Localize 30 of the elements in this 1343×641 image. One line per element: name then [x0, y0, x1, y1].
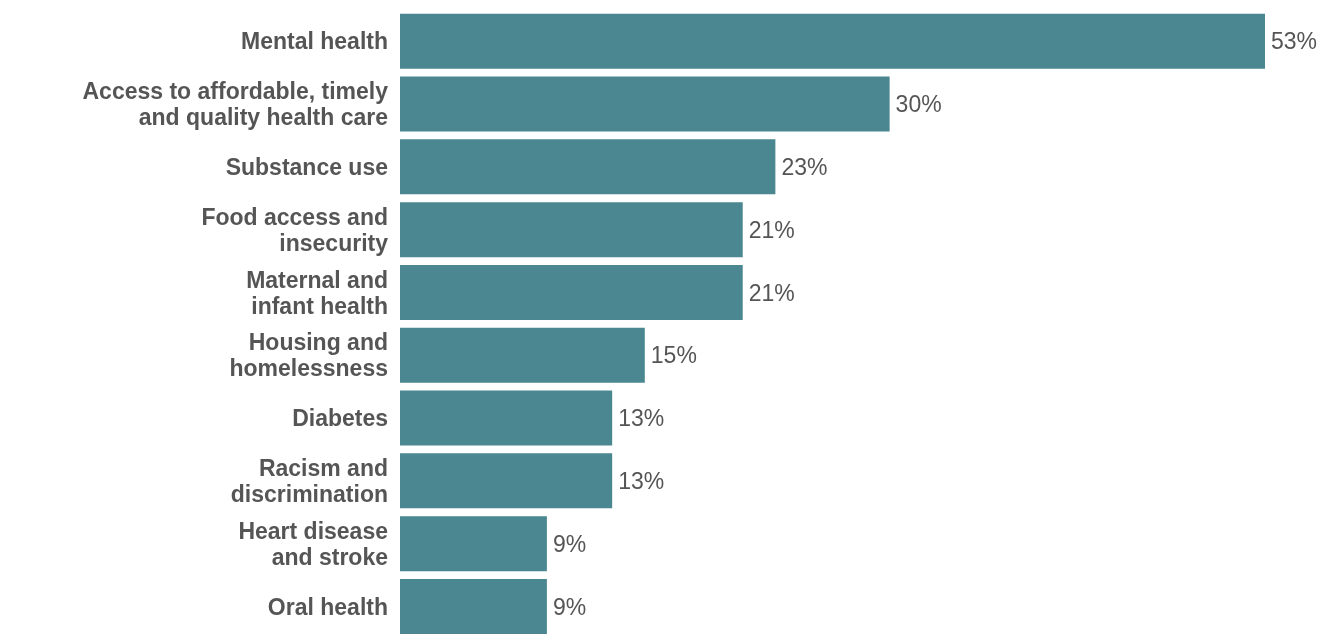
y-tick-label: Diabetes [292, 405, 388, 432]
y-tick-label: Mental health [241, 28, 388, 55]
bar [400, 13, 1265, 69]
y-tick-label: Substance use [225, 154, 388, 180]
data-label: 9% [552, 593, 587, 620]
data-label: 9% [552, 530, 587, 557]
y-tick-label: Access to affordable, timely and quality health care [82, 78, 389, 131]
y-tick-label: Racism and discrimination [230, 455, 388, 507]
bar [400, 202, 743, 258]
y-tick-label: Oral health [267, 593, 388, 620]
bar [400, 327, 645, 383]
data-label: 23% [781, 154, 828, 181]
bar [400, 578, 547, 634]
bar [400, 390, 613, 446]
data-label: 21% [748, 279, 795, 306]
data-label: 30% [895, 91, 942, 118]
data-label: 53% [1271, 28, 1318, 55]
data-label: 15% [650, 342, 697, 369]
data-label: 21% [748, 216, 795, 243]
data-label: 13% [618, 468, 665, 495]
y-tick-label: Maternal and infant health [246, 266, 388, 319]
y-tick-label: Housing and homelessness [229, 329, 388, 382]
bar [400, 139, 776, 195]
bar [400, 453, 613, 509]
bar [400, 264, 743, 320]
bar [400, 516, 547, 572]
data-label: 13% [618, 405, 665, 432]
y-tick-label: Food access and insecurity [201, 203, 389, 256]
bar [400, 76, 890, 132]
y-tick-label: Heart disease and stroke [238, 517, 388, 570]
